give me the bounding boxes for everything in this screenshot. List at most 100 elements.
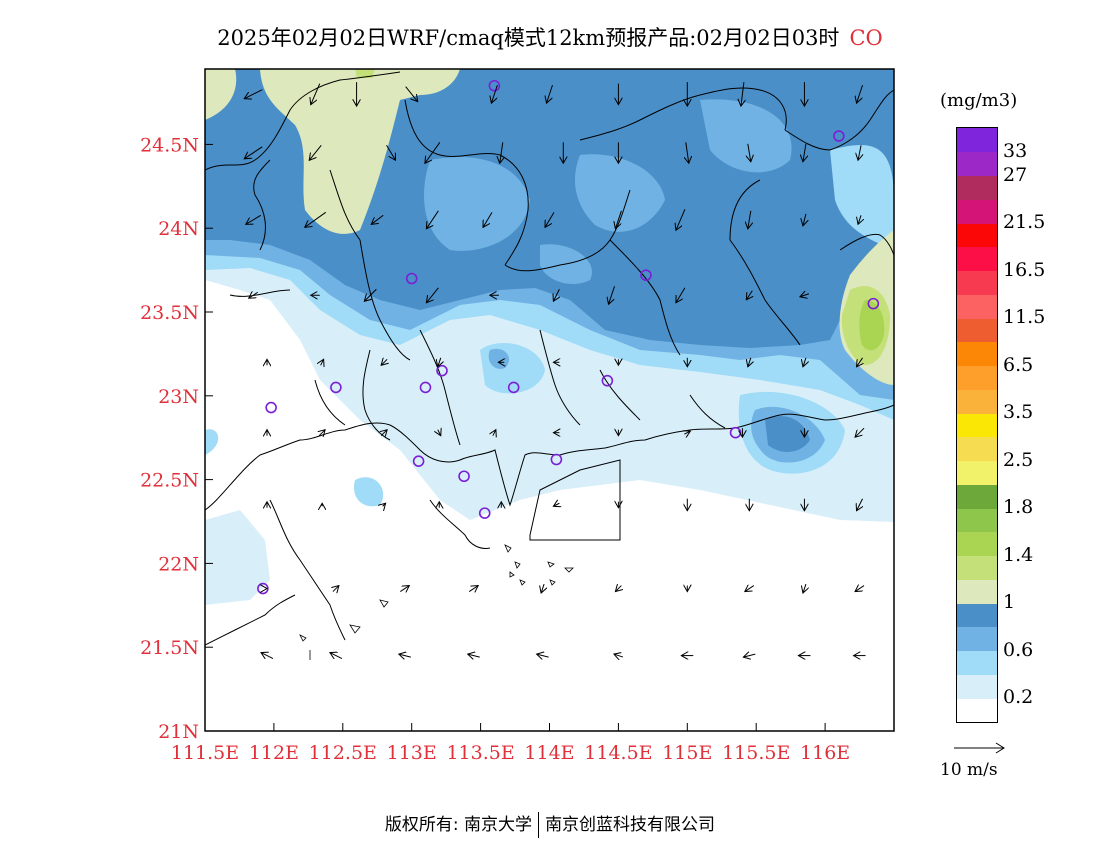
wind-arrow xyxy=(364,288,377,301)
y-tick-label: 24N xyxy=(158,218,199,240)
wind-arrow xyxy=(545,212,555,227)
wind-arrow xyxy=(684,431,690,434)
fill-1-8-top xyxy=(355,69,375,78)
wind-arrow xyxy=(855,427,865,437)
wind-arrow xyxy=(615,586,621,592)
wind-arrow xyxy=(438,430,441,436)
station-marker xyxy=(330,381,342,394)
wind-arrow xyxy=(371,214,384,224)
y-tick-label: 23N xyxy=(158,386,199,408)
y-tick-label: 23.5N xyxy=(140,302,199,324)
legend-swatch xyxy=(957,128,997,153)
legend-swatch xyxy=(957,436,997,462)
legend-label: 27 xyxy=(1003,163,1028,186)
wind-arrow xyxy=(800,294,810,297)
wind-arrow xyxy=(405,86,418,102)
fill-0-6-sw xyxy=(205,429,219,455)
x-tick-label: 116E xyxy=(800,742,850,764)
legend-swatch xyxy=(957,698,997,723)
map-title: 2025年02月02日WRF/cmaq模式12km预报产品:02月02日03时 C… xyxy=(0,22,1100,52)
islands xyxy=(299,544,574,660)
coastline-and-borders xyxy=(205,71,894,646)
legend-label: 3.5 xyxy=(1003,401,1034,424)
legend-swatch xyxy=(957,246,997,272)
wind-arrow xyxy=(425,142,441,163)
wind-arrow xyxy=(249,292,259,298)
wind-arrow xyxy=(676,287,686,303)
wind-arrow xyxy=(748,357,751,367)
color-legend xyxy=(956,127,998,723)
fill-2-5-east xyxy=(859,300,885,351)
y-tick-label: 21N xyxy=(158,721,199,743)
x-tick-label: 114E xyxy=(524,742,574,764)
x-tick-label: 114.5E xyxy=(584,742,652,764)
x-tick-label: 113.5E xyxy=(446,742,514,764)
y-tick-label: 22N xyxy=(158,553,199,575)
wind-arrow xyxy=(743,654,756,657)
legend-swatch xyxy=(957,365,997,390)
legend-swatch xyxy=(957,674,997,699)
legend-swatch xyxy=(957,151,997,176)
wind-arrow xyxy=(803,357,806,367)
station-marker xyxy=(507,381,520,394)
wind-arrow xyxy=(493,430,496,436)
fill-1-0-valley2 xyxy=(575,154,665,232)
wind-arrow xyxy=(553,503,559,506)
wind-arrow xyxy=(426,210,439,229)
station-marker xyxy=(458,470,470,483)
wind-arrow xyxy=(748,143,751,162)
wind-vectors xyxy=(244,82,866,659)
y-tick-label: 24.5N xyxy=(140,134,199,156)
legend-swatch xyxy=(957,484,997,509)
legend-label: 33 xyxy=(1003,139,1028,162)
wind-arrow xyxy=(321,359,324,365)
wind-arrow xyxy=(614,654,624,657)
wind-arrow xyxy=(330,653,343,659)
wind-arrow xyxy=(483,212,493,227)
legend-swatch xyxy=(957,199,997,224)
wind-arrow xyxy=(855,586,865,592)
legend-swatch xyxy=(957,508,997,533)
legend-unit: (mg/m3) xyxy=(940,90,1018,111)
wind-arrow xyxy=(383,503,386,506)
wind-arrow xyxy=(741,82,744,106)
legend-label: 1.8 xyxy=(1003,496,1034,519)
co-concentration-map: 111.5E 112E 112.5E 113E 113.5E 114E 114.5E 115E… xyxy=(140,68,895,764)
wind-reference-arrow xyxy=(954,742,1005,754)
legend-swatch xyxy=(957,555,997,580)
legend-swatch xyxy=(957,626,997,652)
wind-arrow xyxy=(541,583,544,593)
wind-arrow xyxy=(803,583,806,593)
station-marker xyxy=(419,381,432,394)
title-text: 2025年02月02日WRF/cmaq模式12km预报产品:02月02日03时 xyxy=(217,26,840,50)
wind-arrow xyxy=(686,142,689,163)
pollutant-species: CO xyxy=(849,26,883,50)
station-marker xyxy=(257,582,269,595)
copyright-footer: 版权所有: 南京大学 南京创蓝科技有限公司 xyxy=(0,810,1100,838)
wind-arrow xyxy=(246,214,261,224)
wind-arrow xyxy=(803,213,806,226)
wind-arrow xyxy=(491,84,498,103)
wind-arrow xyxy=(386,145,396,160)
wind-arrow xyxy=(400,586,409,592)
fill-1-0-valley xyxy=(424,156,530,251)
station-marker xyxy=(405,272,418,285)
wind-arrow xyxy=(399,654,411,657)
x-tick-label: 111.5E xyxy=(171,742,239,764)
legend-label: 1.4 xyxy=(1003,543,1034,566)
wind-arrow xyxy=(858,215,861,224)
fill-1-0-east xyxy=(765,416,810,452)
legend-swatch xyxy=(957,531,997,557)
fill-0-2-sw xyxy=(205,510,270,605)
wind-arrow xyxy=(746,290,752,300)
legend-swatch xyxy=(957,294,997,319)
fill-1-0-valley3 xyxy=(700,99,792,173)
legend-label: 6.5 xyxy=(1003,353,1034,376)
x-tick-label: 115E xyxy=(662,742,712,764)
wind-arrow xyxy=(609,286,615,304)
wind-arrow xyxy=(309,144,322,160)
x-tick-label: 112.5E xyxy=(309,742,377,764)
legend-swatch xyxy=(957,175,997,200)
station-marker xyxy=(265,401,277,414)
wind-arrow xyxy=(311,83,321,105)
